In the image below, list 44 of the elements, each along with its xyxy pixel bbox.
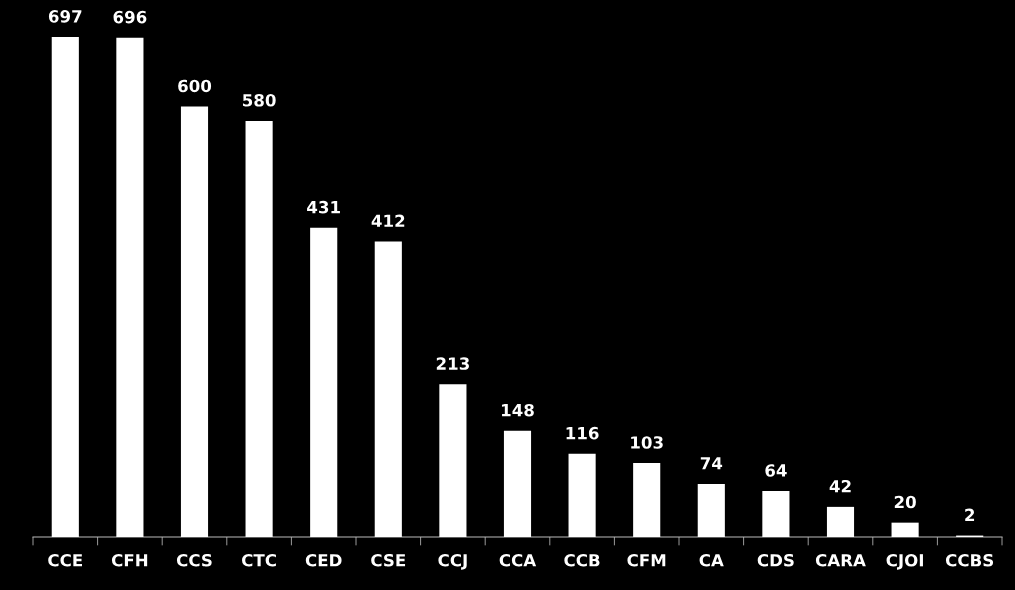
- data-label: 696: [113, 10, 147, 24]
- data-label: 74: [700, 457, 723, 470]
- x-tick-label: CCB: [564, 553, 600, 567]
- bar: [439, 384, 467, 537]
- data-label: 20: [894, 495, 916, 509]
- data-label: 103: [631, 436, 663, 449]
- bar: [310, 227, 338, 537]
- x-tick-label: CSE: [371, 553, 406, 567]
- x-tick-label: CCS: [176, 553, 212, 567]
- x-tick-label: CJOI: [886, 553, 923, 570]
- bar: [697, 483, 725, 537]
- data-label: 2: [965, 508, 975, 521]
- x-tick-label: CARA: [815, 553, 866, 567]
- bar: [633, 463, 661, 537]
- x-tick-label: CFM: [627, 553, 666, 567]
- data-label: 42: [829, 479, 851, 493]
- data-label: 600: [178, 79, 212, 93]
- data-label: 431: [307, 200, 340, 214]
- bar: [374, 241, 402, 537]
- bar: [116, 37, 144, 537]
- data-label: 580: [242, 93, 276, 107]
- x-tick-label: CA: [699, 553, 724, 567]
- x-tick-label: CDS: [757, 553, 794, 567]
- x-tick-label: CCJ: [438, 553, 467, 570]
- bar: [180, 106, 209, 537]
- data-label: 64: [765, 464, 787, 477]
- data-label: 412: [371, 214, 405, 227]
- data-label: 697: [48, 10, 82, 23]
- x-tick-label: CED: [305, 553, 342, 567]
- x-tick-label: CFH: [111, 553, 148, 567]
- bar: [762, 491, 790, 537]
- bar: [245, 120, 273, 537]
- data-label: 148: [501, 403, 534, 417]
- x-tick-label: CCE: [48, 553, 82, 567]
- data-label: 213: [436, 357, 469, 370]
- data-label: 116: [566, 426, 599, 440]
- x-tick-label: CCBS: [945, 553, 994, 567]
- x-tick-label: CCA: [499, 553, 537, 567]
- x-tick-label: CTC: [242, 553, 276, 567]
- bar: [891, 522, 919, 537]
- bar: [51, 37, 79, 537]
- bar: [568, 453, 596, 537]
- bar: [503, 430, 532, 537]
- bar: [826, 506, 855, 537]
